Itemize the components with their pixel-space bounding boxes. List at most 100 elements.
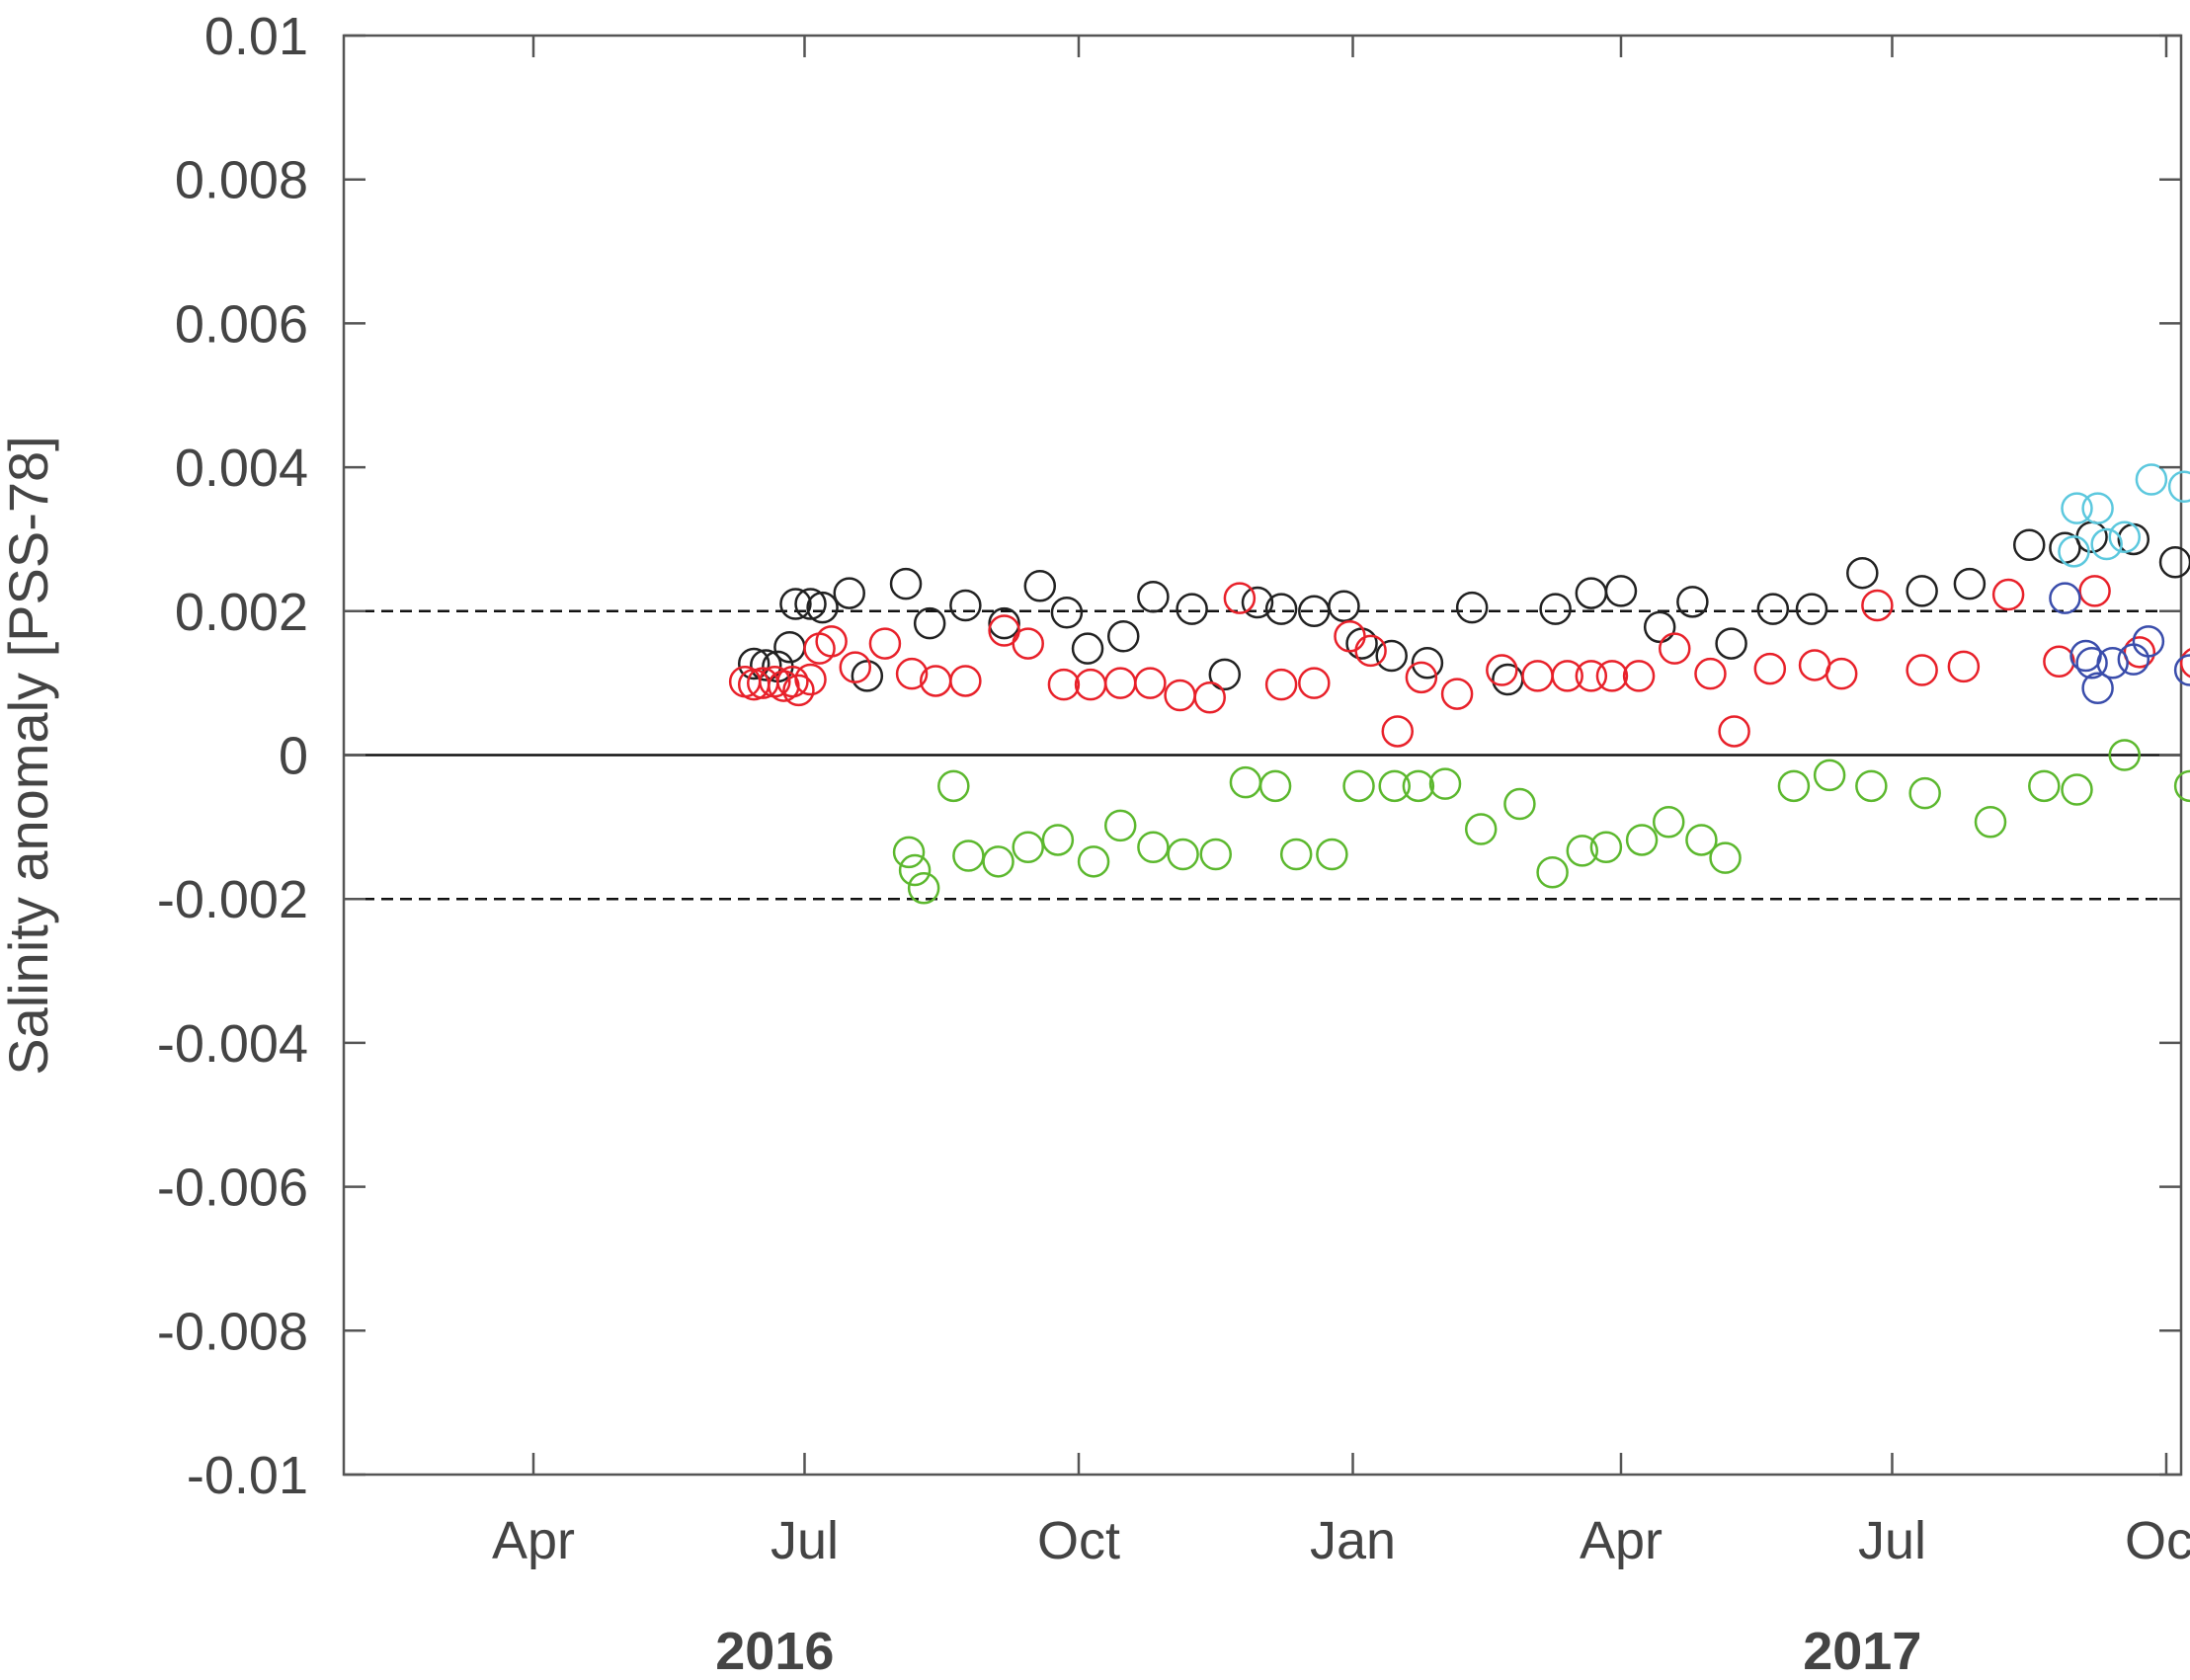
y-tick-label: -0.006 — [157, 1159, 308, 1218]
data-point-circle — [1167, 838, 1199, 871]
data-point-circle — [868, 627, 902, 660]
data-point-circle — [1906, 575, 1938, 607]
data-point-circle — [1279, 838, 1313, 871]
data-point-circle — [1908, 776, 1941, 810]
data-point-circle — [2069, 639, 2102, 673]
data-point-circle — [1625, 824, 1659, 856]
data-point-circle — [1595, 660, 1629, 692]
data-point-circle — [851, 660, 884, 692]
x-tick-label: Apr — [492, 1511, 575, 1570]
data-point-circle — [1855, 769, 1888, 803]
data-point-circle — [1652, 806, 1685, 839]
data-point-circle — [1071, 632, 1104, 665]
data-point-circle — [1164, 679, 1196, 712]
data-point-circle — [1137, 580, 1170, 613]
x-tick-label: Jul — [1858, 1511, 1926, 1570]
data-point-circle — [794, 588, 827, 620]
y-tick-label: 0 — [279, 727, 308, 786]
data-point-circle — [2179, 648, 2190, 679]
y-axis-title: Salinity anomaly [PSS-78] — [0, 436, 59, 1075]
data-point-circle — [779, 588, 812, 620]
data-point-circle — [913, 606, 946, 640]
data-point-circle — [1825, 657, 1858, 690]
data-point-circle — [2090, 527, 2123, 561]
x-tick-label: Oct — [2125, 1511, 2190, 1570]
data-point-circle — [1566, 835, 1599, 867]
data-point-circle — [2108, 520, 2142, 554]
data-point-circle — [949, 589, 982, 622]
data-point-circle — [1402, 769, 1435, 803]
data-point-circle — [1575, 660, 1608, 692]
data-point-circle — [1328, 590, 1360, 622]
data-point-circle — [1643, 610, 1676, 644]
data-point-circle — [952, 840, 985, 872]
data-point-circle — [1953, 567, 1987, 600]
data-point-circle — [949, 665, 982, 697]
data-point-circle — [1208, 658, 1242, 691]
data-point-circle — [2081, 672, 2114, 704]
data-point-circle — [1199, 838, 1233, 871]
data-point-circle — [937, 769, 970, 803]
data-point-circle — [1012, 831, 1044, 863]
data-point-circle — [1193, 680, 1226, 714]
data-point-circle — [2123, 636, 2156, 669]
data-point-circle — [776, 665, 809, 698]
data-point-circle — [815, 625, 848, 658]
y-tick-label: -0.008 — [157, 1302, 308, 1361]
data-point-circle — [1777, 769, 1811, 803]
data-point-circle — [1106, 620, 1140, 653]
data-point-circle — [982, 845, 1014, 878]
data-point-circle — [1861, 589, 1894, 622]
data-point-circle — [1134, 667, 1167, 699]
year-label: 2017 — [1803, 1622, 1921, 1675]
data-point-circle — [2012, 528, 2046, 562]
data-point-circle — [1298, 667, 1331, 699]
data-point-circle — [1258, 769, 1292, 803]
data-point-circle — [1622, 660, 1656, 692]
data-point-circle — [2173, 654, 2190, 686]
data-point-circle — [1974, 806, 2007, 839]
x-tick-label: Jul — [771, 1511, 839, 1570]
data-point-circle — [1503, 787, 1536, 821]
data-point-circle — [1464, 813, 1498, 845]
data-point-circle — [1694, 657, 1727, 690]
data-point-circle — [737, 647, 771, 680]
data-point-circle — [1342, 769, 1375, 803]
data-point-circle — [1077, 845, 1110, 878]
data-point-circle — [1411, 647, 1444, 680]
data-point-circle — [2096, 647, 2129, 680]
data-point-circle — [1659, 632, 1691, 665]
y-tick-label: 0.004 — [175, 439, 308, 498]
x-tick-label: Oct — [1037, 1511, 1120, 1570]
data-point-circle — [782, 674, 815, 707]
data-point-circle — [1813, 759, 1846, 792]
data-point-circle — [1798, 649, 1831, 681]
data-point-circle — [806, 591, 839, 624]
data-point-circle — [1354, 634, 1387, 668]
x-tick-label: Jan — [1310, 1511, 1396, 1570]
data-point-circle — [2075, 647, 2108, 680]
data-point-circle — [1685, 824, 1718, 856]
data-point-circle — [839, 651, 872, 683]
data-point-circle — [988, 606, 1020, 640]
data-point-circle — [1103, 809, 1137, 842]
data-point-circle — [1589, 831, 1623, 863]
x-tick-label: Apr — [1580, 1511, 1663, 1570]
data-point-circle — [794, 663, 827, 696]
data-point-circle — [1264, 593, 1298, 625]
data-point-circle — [907, 872, 940, 905]
data-point-circle — [1795, 593, 1828, 625]
year-label: 2016 — [715, 1622, 834, 1675]
data-point-circle — [1604, 575, 1638, 607]
data-point-circle — [895, 657, 929, 690]
data-point-circle — [1756, 593, 1790, 625]
data-point-circle — [1709, 841, 1742, 874]
data-point-circle — [1375, 639, 1408, 673]
data-point-circle — [1378, 769, 1411, 803]
y-tick-label: 0.006 — [175, 294, 308, 354]
data-point-circle — [1715, 627, 1747, 660]
data-point-circle — [1991, 578, 2025, 611]
data-point-circle — [1241, 586, 1274, 619]
